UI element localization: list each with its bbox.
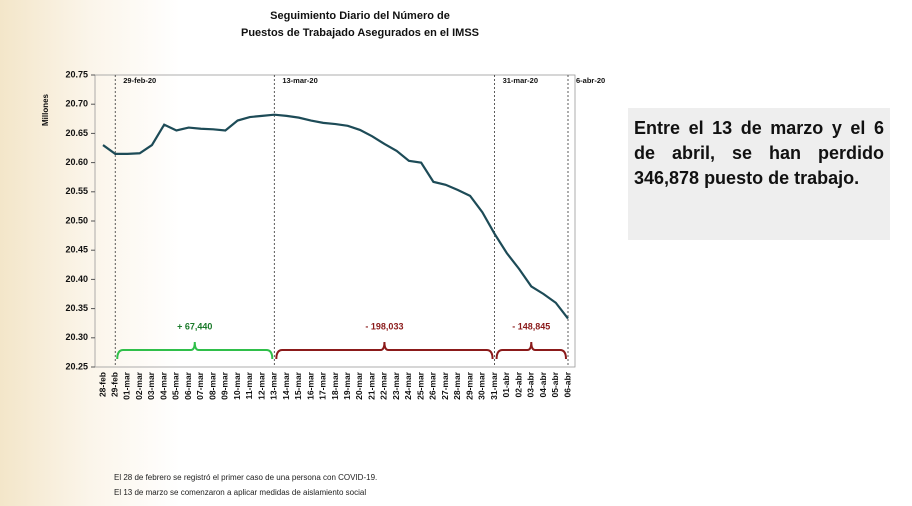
marker-label: 6-abr-20 <box>576 76 605 85</box>
line <box>103 115 568 319</box>
x-tick-label: 26-mar <box>428 371 438 400</box>
x-tick-label: 31-mar <box>489 371 499 400</box>
x-tick-label: 25-mar <box>415 371 425 400</box>
x-tick-label: 06-abr <box>562 371 572 397</box>
x-tick-label: 01-abr <box>501 371 511 397</box>
range-bracket <box>276 342 492 359</box>
x-tick-label: 28-mar <box>452 371 462 400</box>
chart-title: Puestos de Trabajado Asegurados en el IM… <box>241 27 479 39</box>
x-tick-label: 22-mar <box>379 371 389 400</box>
x-tick-label: 13-mar <box>269 371 279 400</box>
marker-label: 31-mar-20 <box>503 76 538 85</box>
x-tick-label: 18-mar <box>330 371 340 400</box>
x-tick-label: 07-mar <box>195 371 205 400</box>
range-bracket <box>497 342 566 359</box>
note: El 28 de febrero se registró el primer c… <box>114 473 377 482</box>
x-tick-label: 24-mar <box>403 371 413 400</box>
x-tick-label: 21-mar <box>366 371 376 400</box>
x-tick-label: 03-mar <box>146 371 156 400</box>
chart-title: Seguimiento Diario del Número de <box>270 10 450 22</box>
page: {"chart_data": {"type": "line", "title":… <box>0 0 912 506</box>
x-tick-label: 08-mar <box>207 371 217 400</box>
range-label: - 148,845 <box>512 321 550 331</box>
x-tick-label: 03-abr <box>526 371 536 397</box>
x-tick-label: 23-mar <box>391 371 401 400</box>
y-tick-label: 20.70 <box>65 99 88 109</box>
x-tick-label: 29-feb <box>109 372 119 397</box>
x-tick-label: 14-mar <box>281 371 291 400</box>
x-tick-label: 05-abr <box>550 371 560 397</box>
x-tick-label: 06-mar <box>183 371 193 400</box>
y-tick-label: 20.40 <box>65 274 88 284</box>
x-tick-label: 04-mar <box>158 371 168 400</box>
marker-label: 13-mar-20 <box>282 76 317 85</box>
y-tick-label: 20.45 <box>65 245 88 255</box>
x-tick-label: 02-abr <box>513 371 523 397</box>
y-axis-label: Millones <box>41 93 50 126</box>
x-tick-label: 16-mar <box>305 371 315 400</box>
x-tick-label: 02-mar <box>134 371 144 400</box>
x-tick-label: 28-feb <box>97 372 107 397</box>
y-tick-label: 20.35 <box>65 303 88 313</box>
marker-label: 29-feb-20 <box>123 76 156 85</box>
x-tick-label: 15-mar <box>293 371 303 400</box>
x-tick-label: 10-mar <box>232 371 242 400</box>
range-label: + 67,440 <box>177 321 212 331</box>
y-tick-label: 20.75 <box>65 69 88 79</box>
y-tick-label: 20.25 <box>65 361 88 371</box>
x-tick-label: 04-abr <box>538 371 548 397</box>
note: El 13 de marzo se comenzaron a aplicar m… <box>114 488 366 497</box>
x-tick-label: 05-mar <box>171 371 181 400</box>
x-tick-label: 09-mar <box>220 371 230 400</box>
x-tick-label: 11-mar <box>244 371 254 399</box>
x-tick-label: 30-mar <box>477 371 487 400</box>
x-tick-label: 01-mar <box>122 371 132 400</box>
y-tick-label: 20.55 <box>65 186 88 196</box>
y-tick-label: 20.65 <box>65 128 88 138</box>
y-tick-label: 20.50 <box>65 215 88 225</box>
x-tick-label: 12-mar <box>256 371 266 400</box>
x-tick-label: 27-mar <box>440 371 450 400</box>
y-tick-label: 20.60 <box>65 157 88 167</box>
side-text: Entre el 13 de marzo y el 6 de abril, se… <box>628 108 890 240</box>
x-tick-label: 17-mar <box>318 371 328 400</box>
range-bracket <box>117 342 272 359</box>
x-tick-label: 19-mar <box>342 371 352 400</box>
x-tick-label: 29-mar <box>464 371 474 400</box>
range-label: - 198,033 <box>365 321 403 331</box>
y-tick-label: 20.30 <box>65 332 88 342</box>
plot-frame <box>95 75 575 367</box>
x-tick-label: 20-mar <box>354 371 364 400</box>
chart: Seguimiento Diario del Número de Puestos… <box>0 0 620 430</box>
